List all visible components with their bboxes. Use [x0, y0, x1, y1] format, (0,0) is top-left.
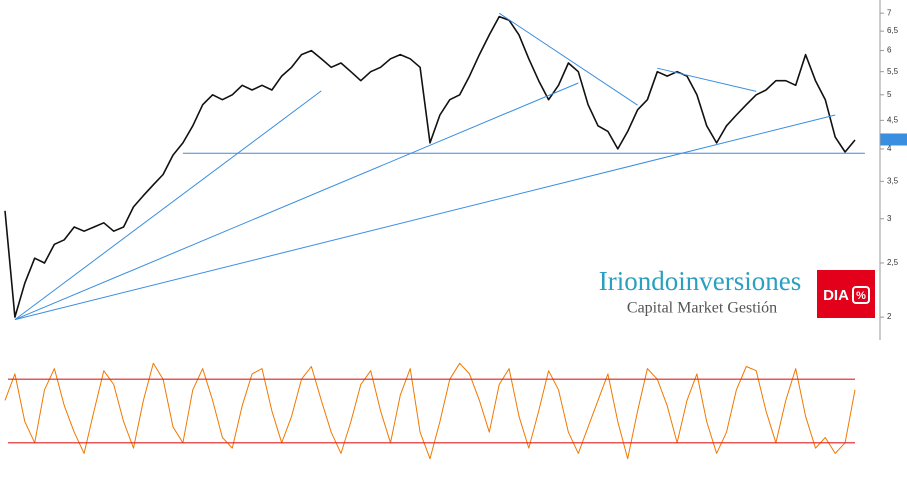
y-tick-label: 7: [887, 8, 892, 17]
y-tick-label: 6,5: [887, 26, 899, 35]
y-tick-label: 6: [887, 46, 892, 55]
price-line: [4, 362, 856, 460]
y-tick-label: 4: [887, 144, 892, 153]
watermark-subtitle: Capital Market Gestión: [627, 300, 777, 317]
y-tick-label: 3,5: [887, 176, 899, 185]
watermark-title: Iriondoinversiones: [599, 266, 801, 296]
trendline: [14, 114, 836, 321]
logo: [817, 270, 875, 318]
y-tick-label: 5,5: [887, 67, 899, 76]
trendline: [14, 90, 322, 321]
logo-text: DIA: [823, 287, 849, 304]
y-tick-label: 2,5: [887, 258, 899, 267]
trendline: [498, 12, 638, 106]
y-tick-label: 2: [887, 312, 892, 321]
trendline: [657, 67, 757, 92]
y-tick-label: 4,5: [887, 115, 899, 124]
trendline: [14, 82, 579, 321]
y-tick-label: 5: [887, 90, 892, 99]
last-value-box: [880, 133, 907, 146]
logo-symbol: %: [856, 290, 866, 302]
logo-icon: [852, 286, 870, 304]
y-tick-label: 3: [887, 214, 892, 223]
price-line: [4, 15, 856, 318]
